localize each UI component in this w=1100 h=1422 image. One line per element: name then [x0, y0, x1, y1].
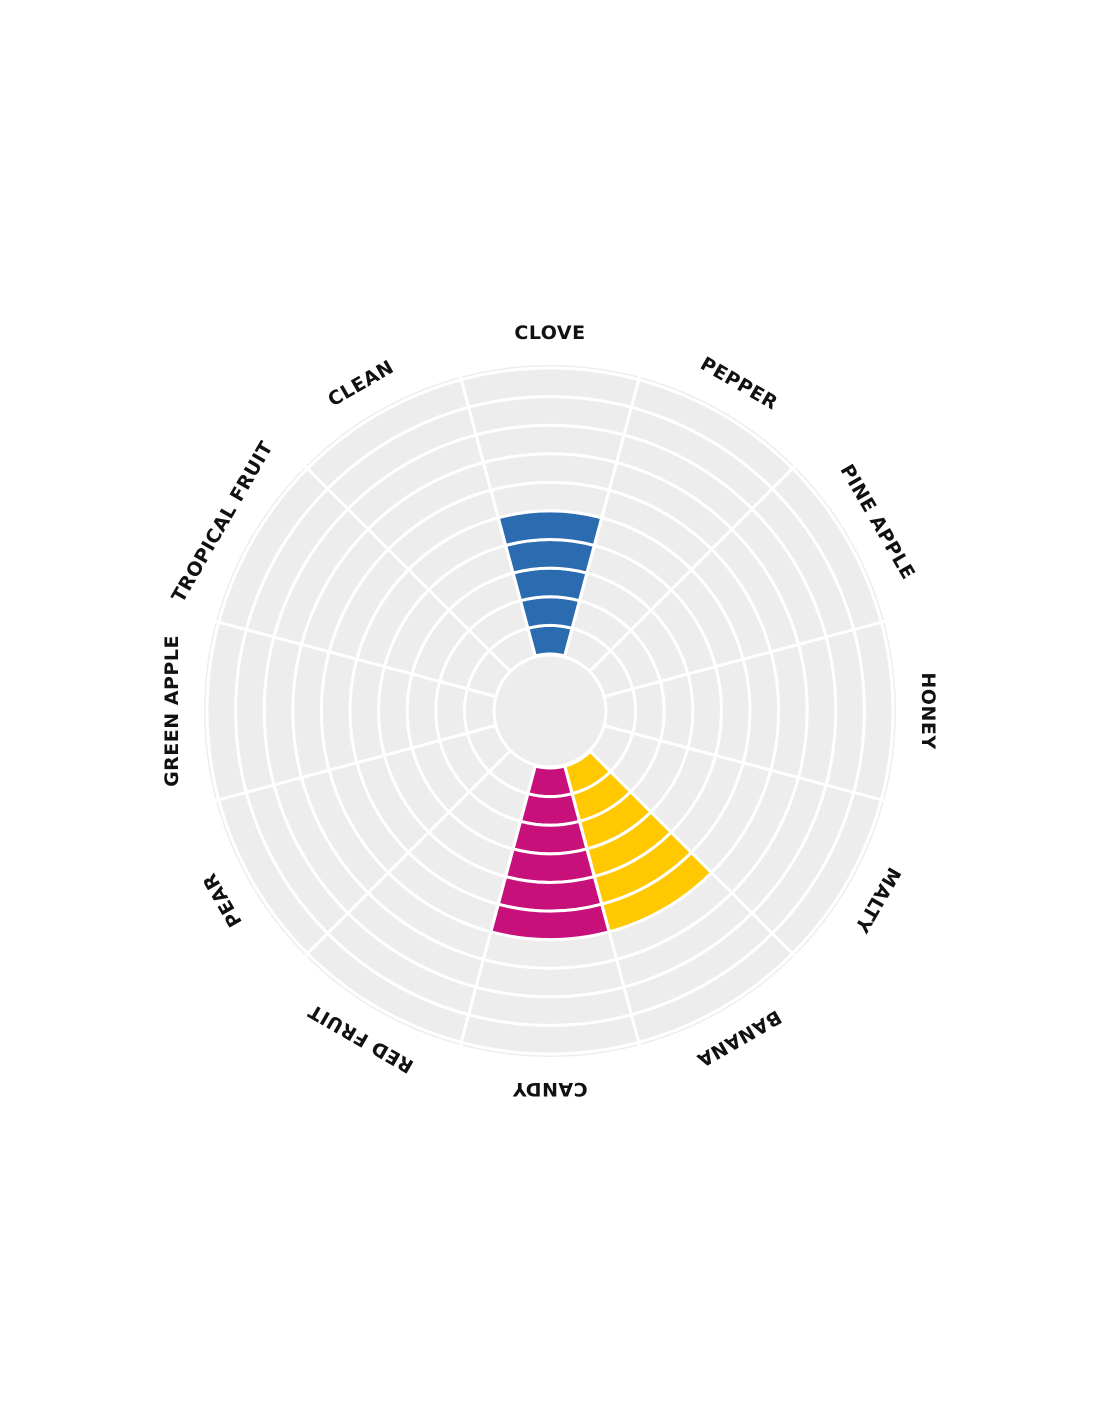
bar-segment-candy [511, 819, 589, 856]
label-clean: CLEAN [324, 356, 397, 411]
grid-spoke [604, 619, 885, 698]
grid-ring [262, 423, 838, 999]
label-pear: PEAR [199, 869, 247, 930]
label-candy: CANDY [512, 1078, 587, 1100]
bar-segment-clove [511, 566, 589, 603]
grid-ring [291, 452, 809, 970]
label-green-apple: GREEN APPLE [161, 635, 183, 787]
bar-segment-clove [518, 595, 582, 631]
center-hub [492, 653, 608, 769]
label-honey: HONEY [917, 672, 939, 749]
grid-ring [234, 395, 866, 1027]
grid-spoke [215, 724, 496, 803]
bar-segment-clove [503, 538, 597, 575]
bar-segment-candy [496, 874, 604, 913]
grid-spoke [458, 765, 537, 1046]
bar-segment-clove [496, 509, 604, 548]
grid-spoke [304, 750, 511, 957]
grid-spoke [589, 465, 796, 672]
grid-spoke [215, 619, 496, 698]
bar-segment-candy [503, 847, 597, 884]
grid-spoke [458, 376, 537, 657]
grid-spokes [215, 376, 885, 1046]
grid-spoke [604, 724, 885, 803]
grid-spoke [563, 765, 642, 1046]
label-clove: CLOVE [514, 322, 585, 344]
grid-ring [205, 366, 895, 1056]
bar-segment-candy [518, 791, 582, 827]
grid-spoke [563, 376, 642, 657]
label-malty: MALTY [850, 863, 905, 936]
grid-spoke [589, 750, 796, 957]
grid-spoke [304, 465, 511, 672]
